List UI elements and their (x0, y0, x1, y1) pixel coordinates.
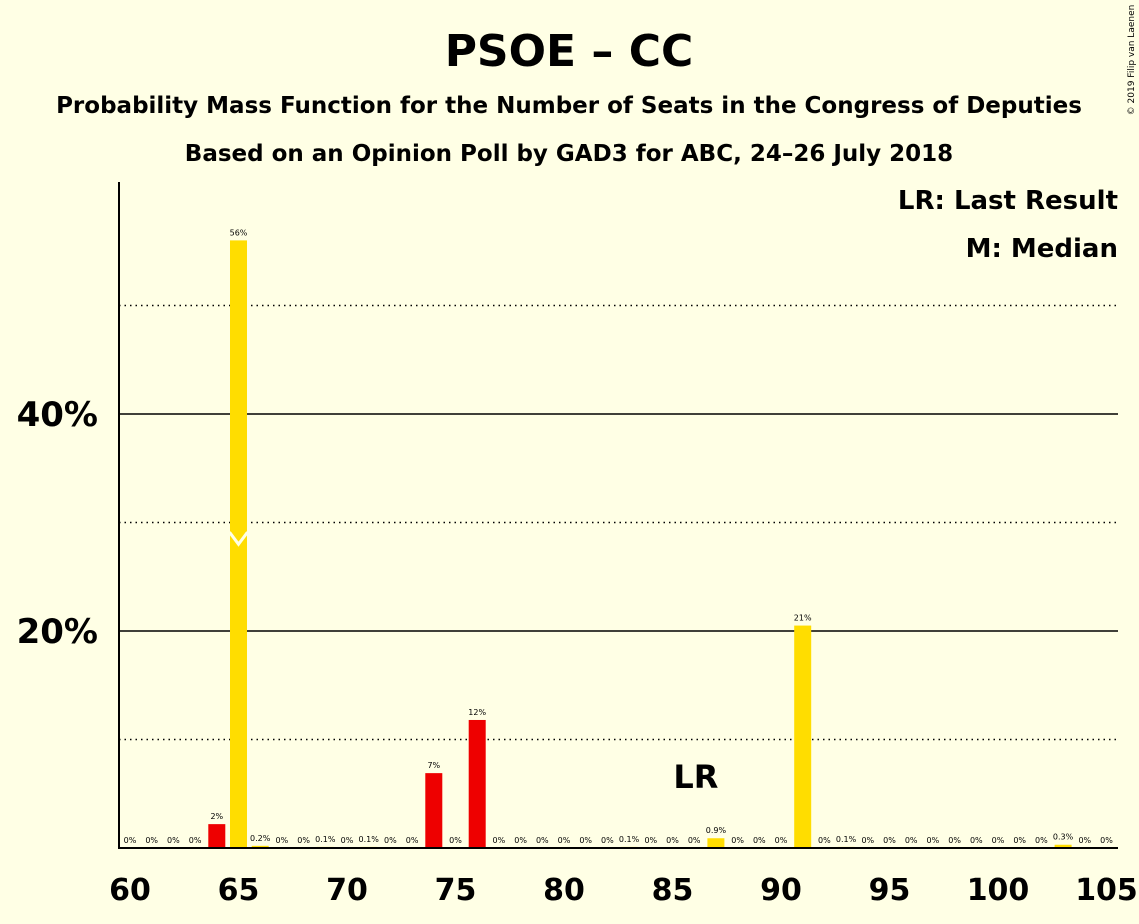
value-label-seat-102: 0% (1035, 836, 1048, 845)
value-label-seat-104: 0% (1078, 836, 1091, 845)
value-label-seat-85: 0% (666, 836, 679, 845)
median-marker (228, 531, 249, 547)
copyright-note: © 2019 Filip van Laenen (1127, 5, 1137, 116)
value-label-seat-74: 7% (427, 761, 440, 770)
value-label-seat-97: 0% (927, 836, 940, 845)
value-label-seat-64: 2% (210, 812, 223, 821)
value-label-seat-84: 0% (644, 836, 657, 845)
value-label-seat-79: 0% (536, 836, 549, 845)
value-label-seat-70: 0% (341, 836, 354, 845)
value-label-seat-87: 0.9% (706, 826, 727, 835)
x-tick-label-60: 60 (109, 873, 151, 908)
value-labels-group: 0% 0% 0% 0% 2% 56% 0.2% 0% 0% 0.1% 0% 0.1% 0% 0% 7% 0% 1… (124, 228, 1114, 845)
value-label-seat-82: 0% (601, 836, 614, 845)
value-label-seat-90: 0% (775, 836, 788, 845)
bar-seat-76 (468, 719, 486, 848)
value-label-seat-91: 21% (794, 614, 812, 623)
value-label-seat-94: 0% (861, 836, 874, 845)
y-tick-labels: 20% 40% (17, 395, 98, 652)
x-tick-label-70: 70 (326, 873, 368, 908)
value-label-seat-63: 0% (189, 836, 202, 845)
value-label-seat-65: 56% (230, 228, 248, 237)
value-label-seat-100: 0% (992, 836, 1005, 845)
value-label-seat-92: 0% (818, 836, 831, 845)
value-label-seat-77: 0% (493, 836, 506, 845)
value-label-seat-73: 0% (406, 836, 419, 845)
x-tick-label-75: 75 (435, 873, 477, 908)
bar-seat-87 (707, 838, 725, 848)
value-label-seat-78: 0% (514, 836, 527, 845)
y-tick-label-40: 40% (17, 395, 98, 435)
value-label-seat-72: 0% (384, 836, 397, 845)
value-label-seat-89: 0% (753, 836, 766, 845)
value-label-seat-61: 0% (145, 836, 158, 845)
value-label-seat-80: 0% (558, 836, 571, 845)
x-tick-label-95: 95 (869, 873, 911, 908)
value-label-seat-71: 0.1% (359, 835, 380, 844)
value-label-seat-75: 0% (449, 836, 462, 845)
x-tick-label-80: 80 (543, 873, 585, 908)
gridlines (119, 304, 1118, 741)
legend-last-result: LR: Last Result (898, 186, 1118, 216)
chart-subtitle: Probability Mass Function for the Number… (56, 93, 1082, 119)
bar-seat-103 (1054, 844, 1072, 848)
legend-median: M: Median (966, 234, 1118, 264)
value-label-seat-101: 0% (1013, 836, 1026, 845)
bars-group (208, 240, 1072, 848)
value-label-seat-76: 12% (468, 708, 486, 717)
value-label-seat-83: 0.1% (619, 835, 640, 844)
value-label-seat-69: 0.1% (315, 835, 336, 844)
value-label-seat-67: 0% (276, 836, 289, 845)
value-label-seat-93: 0.1% (836, 835, 857, 844)
x-tick-labels: 60 65 70 75 80 85 90 95 100 105 (109, 873, 1138, 908)
value-label-seat-88: 0% (731, 836, 744, 845)
value-label-seat-81: 0% (579, 836, 592, 845)
value-label-seat-62: 0% (167, 836, 180, 845)
value-label-seat-68: 0% (297, 836, 310, 845)
value-label-seat-96: 0% (905, 836, 918, 845)
x-tick-label-90: 90 (760, 873, 802, 908)
axes-group (118, 182, 1118, 849)
chart-title: PSOE – CC (445, 26, 694, 77)
value-label-seat-60: 0% (124, 836, 137, 845)
value-label-seat-99: 0% (970, 836, 983, 845)
value-label-seat-105: 0% (1100, 836, 1113, 845)
value-label-seat-95: 0% (883, 836, 896, 845)
y-tick-label-20: 20% (17, 612, 98, 652)
bar-seat-64 (208, 824, 226, 848)
x-tick-label-100: 100 (967, 873, 1030, 908)
bar-seat-66 (251, 845, 269, 848)
bar-seat-91 (794, 625, 812, 848)
value-label-seat-103: 0.3% (1053, 833, 1074, 842)
markers-group: LR (228, 531, 718, 796)
value-label-seat-98: 0% (948, 836, 961, 845)
value-label-seat-66: 0.2% (250, 834, 271, 843)
bar-seat-74 (425, 773, 443, 848)
x-tick-label-105: 105 (1075, 873, 1138, 908)
last-result-marker: LR (673, 758, 718, 796)
x-tick-label-65: 65 (218, 873, 260, 908)
value-label-seat-86: 0% (688, 836, 701, 845)
chart-subtitle-poll: Based on an Opinion Poll by GAD3 for ABC… (185, 141, 953, 167)
x-tick-label-85: 85 (652, 873, 694, 908)
